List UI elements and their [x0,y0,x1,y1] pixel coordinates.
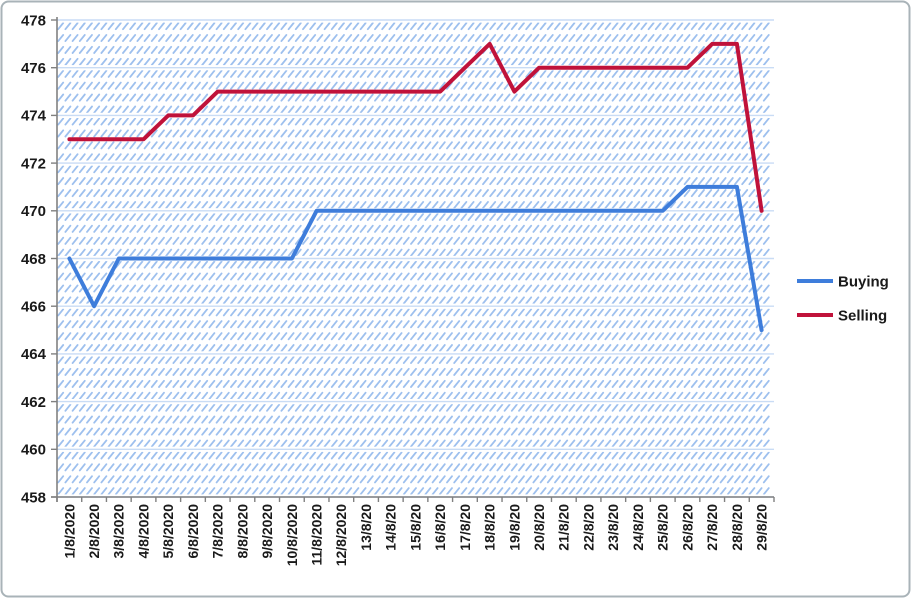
x-axis-label: 2/8/2020 [86,504,102,559]
x-axis-label: 25/8/20 [655,504,671,551]
x-axis-label: 15/8/20 [407,504,423,551]
x-axis-label: 5/8/2020 [160,504,176,559]
x-axis-label: 27/8/20 [704,504,720,551]
x-axis-label: 18/8/20 [482,504,498,551]
x-axis-label: 14/8/20 [383,504,399,551]
y-axis-label: 464 [21,346,47,363]
x-axis-label: 23/8/20 [605,504,621,551]
x-axis-label: 7/8/2020 [210,504,226,559]
x-axis-label: 26/8/20 [679,504,695,551]
x-axis-label: 13/8/20 [358,504,374,551]
legend-item-selling: Selling [797,307,887,324]
y-axis-label: 472 [21,155,46,172]
x-axis-label: 19/8/20 [506,504,522,551]
y-axis-label: 468 [21,251,46,268]
x-axis-label: 6/8/2020 [185,504,201,559]
x-axis-label: 9/8/2020 [259,504,275,559]
series-line-buying [67,184,764,333]
y-axis-label: 476 [21,60,46,77]
y-axis-label: 458 [21,489,46,506]
x-axis-label: 21/8/20 [556,504,572,551]
x-axis-label: 22/8/20 [581,504,597,551]
x-axis-label: 1/8/2020 [61,504,77,559]
x-axis-label: 11/8/2020 [309,504,325,566]
legend: Buying Selling [797,273,889,324]
x-axis-label: 28/8/20 [729,504,745,551]
legend-label: Selling [838,307,887,324]
x-axis-label: 17/8/20 [457,504,473,551]
series-line-selling [67,41,764,213]
x-axis-label: 12/8/2020 [333,504,349,566]
legend-label: Buying [838,273,889,290]
x-axis-label: 29/8/20 [754,504,770,551]
x-axis-label: 20/8/20 [531,504,547,551]
y-axis-label: 470 [21,203,46,220]
y-axis-label: 474 [21,108,47,125]
x-axis-label: 4/8/2020 [135,504,151,559]
y-axis-label: 466 [21,298,46,315]
y-axis-label: 460 [21,442,46,459]
hatch-pattern [57,22,770,496]
y-axis-label: 478 [21,12,46,29]
x-axis-label: 3/8/2020 [111,504,127,559]
y-axis-label: 462 [21,394,46,411]
x-axis-label: 10/8/2020 [284,504,300,566]
legend-item-buying: Buying [797,273,889,290]
x-axis-label: 16/8/20 [432,504,448,551]
x-axis-label: 8/8/2020 [234,504,250,559]
x-axis-label: 24/8/20 [630,504,646,551]
